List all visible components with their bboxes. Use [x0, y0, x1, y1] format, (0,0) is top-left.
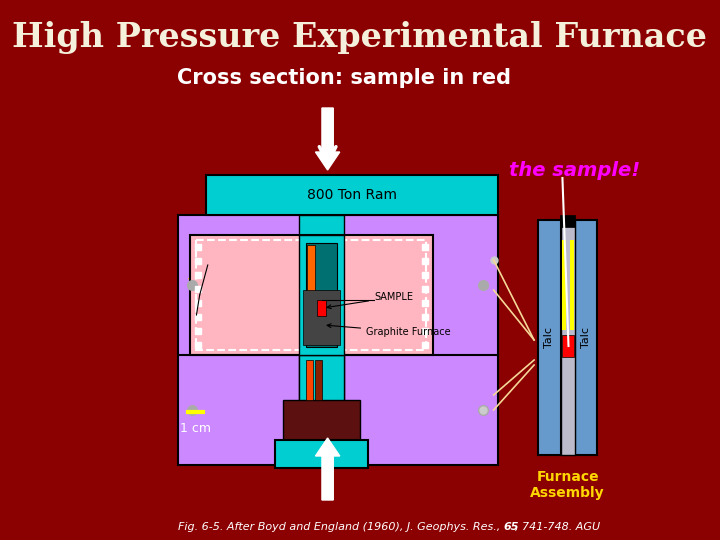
Text: Fig. 6-5. After Boyd and England (1960), J. Geophys. Res.,: Fig. 6-5. After Boyd and England (1960),… — [178, 522, 503, 532]
Bar — [562, 335, 574, 357]
FancyArrow shape — [315, 438, 340, 500]
Bar — [300, 235, 344, 355]
Bar — [206, 175, 498, 215]
Bar — [560, 215, 575, 227]
Bar — [283, 400, 360, 440]
Bar — [303, 290, 340, 345]
Bar — [300, 215, 344, 465]
Text: 800 Ton Ram: 800 Ton Ram — [307, 188, 397, 202]
Bar — [561, 220, 575, 455]
Bar — [538, 220, 561, 455]
Text: 65: 65 — [503, 522, 519, 532]
Text: Graphite Furnace: Graphite Furnace — [327, 323, 451, 337]
Bar — [575, 220, 598, 455]
Text: 1 cm: 1 cm — [180, 422, 211, 435]
Text: Furnace
Assembly: Furnace Assembly — [531, 470, 605, 500]
Bar — [562, 240, 566, 330]
Bar — [570, 240, 574, 330]
Bar — [300, 355, 344, 405]
Bar — [197, 240, 426, 350]
Bar — [178, 215, 498, 465]
Bar — [315, 360, 322, 400]
Text: the sample!: the sample! — [509, 160, 640, 179]
Text: Cross section: sample in red: Cross section: sample in red — [177, 68, 510, 88]
Text: , 741-748. AGU: , 741-748. AGU — [516, 522, 600, 532]
FancyArrow shape — [315, 108, 340, 170]
Bar — [318, 300, 325, 316]
Text: High Pressure Experimental Furnace: High Pressure Experimental Furnace — [12, 22, 708, 55]
Text: SAMPLE: SAMPLE — [327, 292, 413, 309]
Bar — [306, 360, 313, 400]
Bar — [275, 440, 368, 468]
Bar — [307, 245, 315, 300]
Bar — [190, 235, 433, 355]
Bar — [306, 243, 338, 347]
Text: Talc: Talc — [544, 327, 554, 348]
Text: Carbide
Pressure
Vessle: Carbide Pressure Vessle — [189, 255, 236, 288]
Text: Talc: Talc — [581, 327, 591, 348]
